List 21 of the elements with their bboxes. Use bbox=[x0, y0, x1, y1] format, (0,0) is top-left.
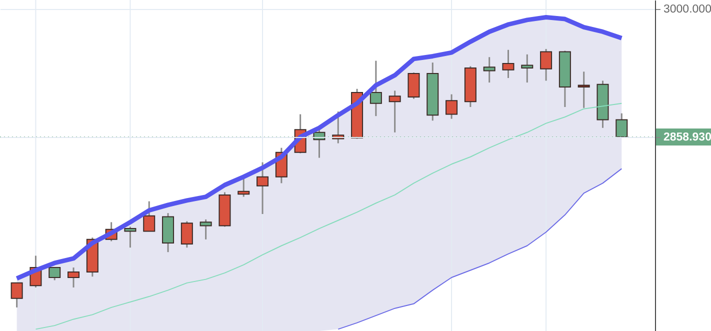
candlestick bbox=[48, 266, 61, 281]
candlestick bbox=[388, 90, 401, 134]
candlestick bbox=[446, 94, 458, 120]
candlestick bbox=[370, 60, 382, 117]
candlestick bbox=[540, 48, 552, 82]
candlestick bbox=[483, 56, 496, 84]
candlestick bbox=[124, 226, 136, 248]
line-series bbox=[35, 102, 622, 330]
candlestick bbox=[180, 220, 193, 248]
candlestick bbox=[10, 282, 23, 308]
candlestick bbox=[408, 72, 420, 100]
y-tick-label: 3000.000 bbox=[664, 4, 711, 16]
candlestick bbox=[521, 54, 534, 84]
candlestick bbox=[68, 266, 80, 288]
candlestick bbox=[578, 70, 590, 109]
y-tick-label: 2858.930 bbox=[664, 132, 711, 144]
candlestick bbox=[502, 49, 514, 79]
line-series bbox=[338, 168, 622, 330]
candlestick bbox=[200, 218, 212, 240]
candlestick bbox=[143, 200, 156, 232]
candlestick bbox=[256, 162, 269, 215]
